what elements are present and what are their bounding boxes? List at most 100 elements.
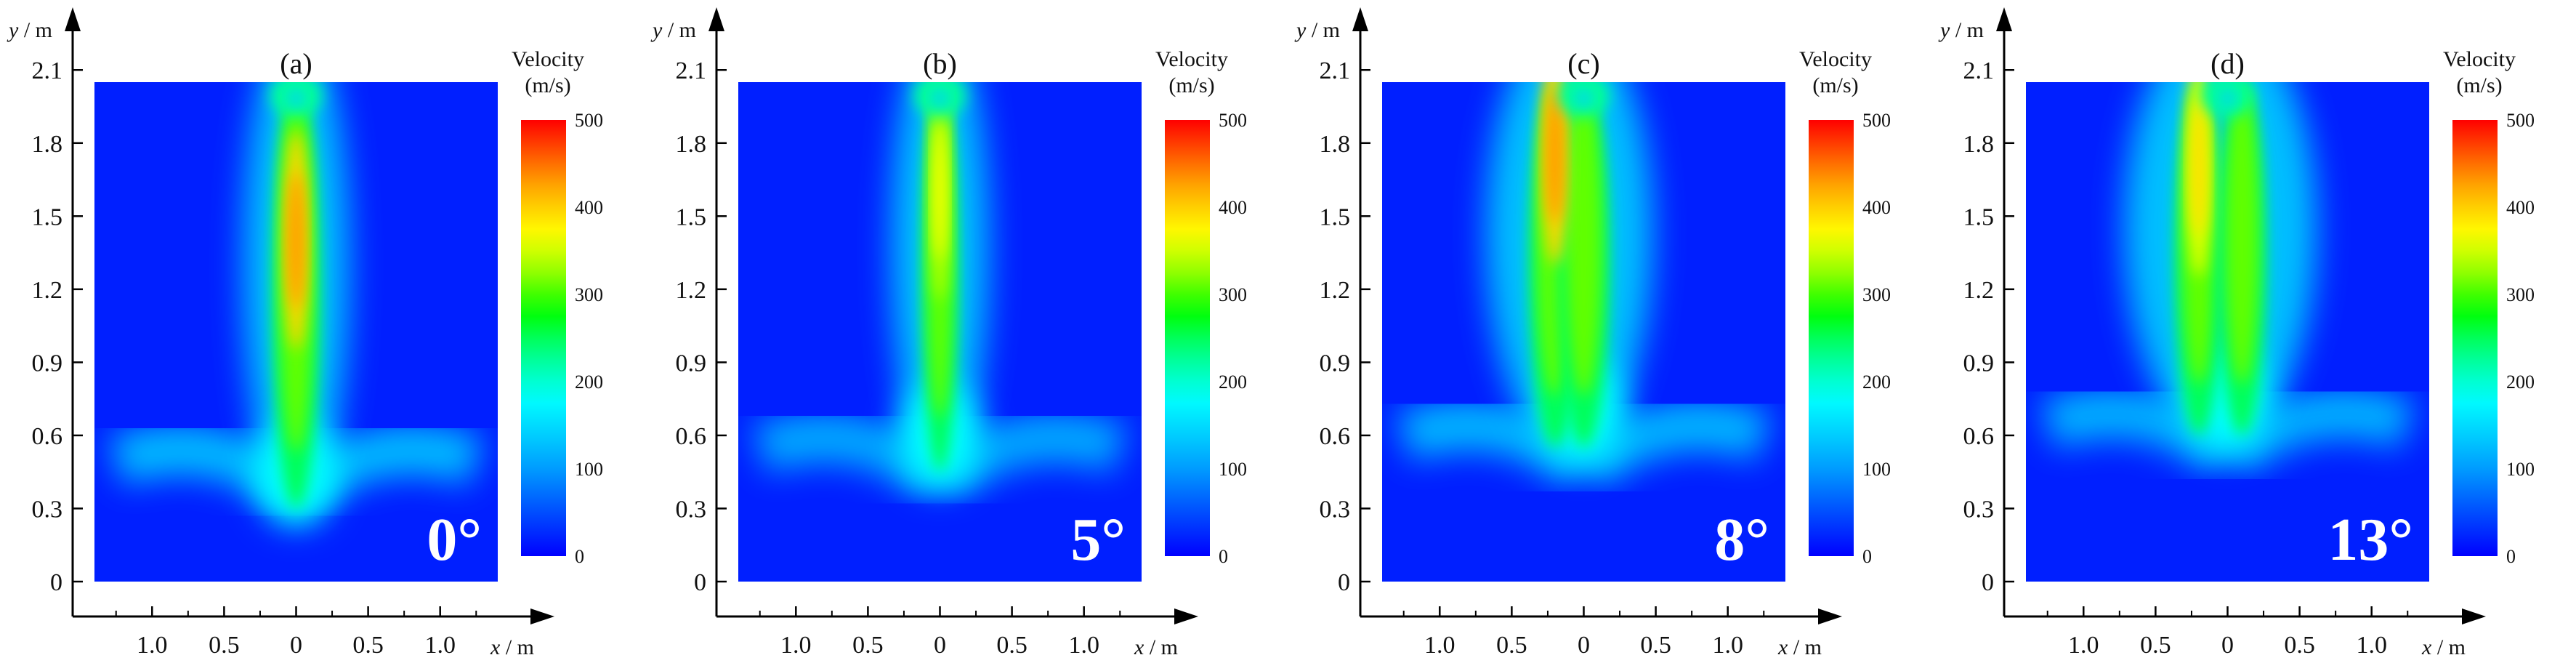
x-tick-label: 1.0: [424, 632, 456, 659]
x-axis-arrow: [1174, 608, 1198, 624]
y-axis-arrow: [1996, 7, 2012, 31]
colorbar-tick-label: 0: [1862, 546, 1872, 567]
x-axis-label: x / m: [1777, 635, 1822, 659]
jet-peak: [934, 123, 946, 260]
colorbar-title: Velocity: [512, 47, 584, 71]
x-axis-arrow: [2462, 608, 2486, 624]
velocity-field: [108, 82, 485, 526]
velocity-field: [751, 82, 1128, 502]
colorbar: [1809, 120, 1854, 556]
colorbar-unit: (m/s): [525, 73, 570, 97]
colorbar-unit: (m/s): [1168, 73, 1214, 97]
y-tick-label: 1.5: [1320, 204, 1351, 230]
y-tick-label: 0.3: [1320, 496, 1351, 523]
velocity-field: [2039, 82, 2416, 477]
y-tick-label: 0.3: [32, 496, 63, 523]
x-tick-label: 1.0: [2068, 632, 2099, 659]
x-tick-label: 1.0: [137, 632, 168, 659]
panel-b: 0 0.3 0.6 0.9 1.2 1.5 1.8 2.1 1.0 0.5 0 0.5 1.0 y / m…: [650, 7, 1247, 659]
colorbar-tick-label: 0: [575, 546, 584, 567]
panel-a: 0 0.3 0.6 0.9 1.2 1.5 1.8 2.1 1.0 0.5 0 0.5 1.0 y / m…: [7, 7, 603, 659]
x-tick-label: 0.5: [1640, 632, 1671, 659]
colorbar-tick-label: 200: [1219, 371, 1247, 393]
x-tick-label: 0: [1578, 632, 1590, 659]
y-tick-label: 0.9: [32, 350, 63, 377]
colorbar-title: Velocity: [1799, 47, 1872, 71]
colorbar-tick-label: 200: [575, 371, 603, 393]
y-tick-label: 1.2: [676, 277, 707, 304]
jet-inner: [2225, 84, 2258, 385]
y-tick-label: 0.9: [1320, 350, 1351, 377]
y-tick-label: 2.1: [32, 57, 63, 84]
jet-peak: [288, 172, 304, 309]
colorbar-tick-label: 300: [1219, 284, 1247, 305]
colorbar: [521, 120, 566, 556]
x-tick-label: 1.0: [1424, 632, 1455, 659]
y-tick-label: 1.5: [1963, 204, 1995, 230]
colorbar-tick-label: 400: [2506, 197, 2535, 218]
y-tick-label: 1.2: [32, 277, 63, 304]
x-tick-label: 0: [290, 632, 302, 659]
colorbar-tick-label: 300: [1862, 284, 1891, 305]
panel-label: (d): [2210, 47, 2245, 80]
y-tick-label: 2.1: [676, 57, 707, 84]
velocity-field: [1395, 82, 1772, 489]
colorbar-tick-label: 0: [1219, 546, 1228, 567]
colorbar-tick-label: 0: [2506, 546, 2516, 567]
colorbar-tick-label: 100: [1862, 459, 1891, 480]
y-tick-label: 2.1: [1320, 57, 1351, 84]
y-tick-label: 0: [1338, 569, 1350, 596]
y-tick-label: 1.5: [32, 204, 63, 230]
x-tick-label: 0.5: [1496, 632, 1527, 659]
colorbar-tick-label: 300: [2506, 284, 2535, 305]
y-axis-arrow: [1352, 7, 1368, 31]
y-tick-label: 1.5: [676, 204, 707, 230]
x-tick-label: 0.5: [2284, 632, 2315, 659]
x-tick-label: 1.0: [780, 632, 812, 659]
colorbar-tick-label: 100: [1219, 459, 1247, 480]
panel-label: (c): [1567, 47, 1599, 80]
nozzle-center: [2220, 89, 2235, 107]
colorbar-tick-label: 100: [575, 459, 603, 480]
colorbar-title: Velocity: [1155, 47, 1228, 71]
y-tick-label: 1.8: [1963, 131, 1995, 158]
colorbar: [2452, 120, 2498, 556]
jet-peak: [1546, 87, 1564, 224]
y-tick-label: 0.6: [32, 423, 63, 450]
deflection-angle-label: 5°: [1070, 506, 1126, 574]
y-tick-label: 0.6: [676, 423, 707, 450]
colorbar-tick-label: 400: [1219, 197, 1247, 218]
deflection-angle-label: 0°: [427, 506, 482, 574]
colorbar-tick-label: 300: [575, 284, 603, 305]
y-axis-label: y / m: [1938, 18, 1984, 42]
x-axis-arrow: [1818, 608, 1842, 624]
nozzle-center: [288, 89, 304, 107]
x-tick-label: 0.5: [996, 632, 1027, 659]
colorbar-unit: (m/s): [2456, 73, 2502, 97]
y-axis-label: y / m: [7, 18, 52, 42]
deflection-angle-label: 8°: [1714, 506, 1769, 574]
deflection-angle-label: 13°: [2327, 506, 2413, 574]
colorbar-tick-label: 500: [575, 110, 603, 131]
y-tick-label: 0.6: [1320, 423, 1351, 450]
y-tick-label: 0.3: [676, 496, 707, 523]
colorbar-tick-label: 400: [575, 197, 603, 218]
y-tick-label: 0.9: [676, 350, 707, 377]
panel-d: 0 0.3 0.6 0.9 1.2 1.5 1.8 2.1 1.0 0.5 0 0.5 1.0 y / m…: [1938, 7, 2535, 659]
x-tick-label: 0.5: [209, 632, 240, 659]
y-tick-label: 1.8: [1320, 131, 1351, 158]
y-tick-label: 0.6: [1963, 423, 1995, 450]
x-tick-label: 1.0: [1068, 632, 1099, 659]
y-tick-label: 0: [1982, 569, 1994, 596]
panel-label: (b): [923, 47, 957, 80]
y-axis-label: y / m: [650, 18, 696, 42]
y-axis-arrow: [708, 7, 724, 31]
colorbar-tick-label: 500: [1219, 110, 1247, 131]
x-tick-label: 0.5: [852, 632, 884, 659]
colorbar-tick-label: 200: [2506, 371, 2535, 393]
y-tick-label: 1.8: [32, 131, 63, 158]
x-tick-label: 0.5: [2140, 632, 2171, 659]
colorbar: [1165, 120, 1210, 556]
nozzle-center: [1576, 89, 1591, 107]
